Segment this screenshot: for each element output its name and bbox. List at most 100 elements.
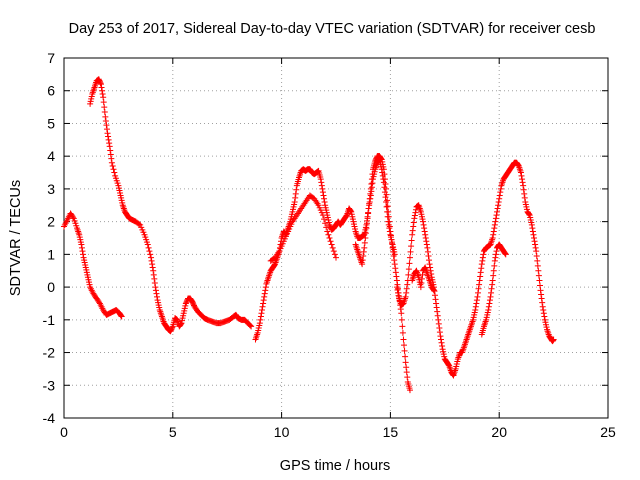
data-point xyxy=(397,306,404,313)
data-point xyxy=(260,297,267,304)
data-point xyxy=(436,325,443,331)
data-point xyxy=(359,257,366,264)
data-point xyxy=(403,285,410,292)
data-point xyxy=(476,277,483,284)
data-point xyxy=(406,260,413,267)
data-point xyxy=(421,225,428,232)
data-point xyxy=(394,286,401,293)
x-tick-label: 25 xyxy=(600,424,616,440)
data-point xyxy=(437,336,444,343)
data-point xyxy=(153,290,160,297)
data-point xyxy=(107,151,114,158)
series-seg7 xyxy=(409,264,437,294)
data-point xyxy=(439,343,446,349)
data-point xyxy=(147,251,154,258)
series-seg1 xyxy=(61,210,125,320)
data-point xyxy=(151,275,158,282)
data-point xyxy=(411,212,418,219)
y-tick-label: -2 xyxy=(43,345,56,361)
data-point xyxy=(490,228,497,235)
data-point xyxy=(97,81,104,88)
data-point xyxy=(488,285,495,292)
data-point xyxy=(102,118,109,124)
data-point xyxy=(430,287,437,294)
data-point xyxy=(320,192,327,199)
x-tick-label: 5 xyxy=(169,424,177,440)
data-point xyxy=(488,289,495,296)
data-point xyxy=(494,208,501,215)
y-tick-label: 7 xyxy=(47,50,55,66)
data-point xyxy=(367,192,374,199)
data-point xyxy=(402,293,409,300)
data-point xyxy=(425,253,432,259)
data-point xyxy=(136,221,143,228)
data-point xyxy=(257,316,264,323)
data-point xyxy=(529,228,536,235)
data-point xyxy=(319,189,326,196)
data-point xyxy=(435,316,442,323)
data-point xyxy=(408,237,415,244)
data-point xyxy=(379,169,386,176)
data-point xyxy=(485,307,492,313)
data-point xyxy=(406,254,413,261)
data-point xyxy=(319,212,326,219)
data-point xyxy=(489,277,496,284)
data-point xyxy=(105,136,112,143)
data-point xyxy=(326,235,333,241)
data-point xyxy=(110,166,117,173)
data-point xyxy=(347,208,354,214)
series-seg8 xyxy=(478,241,509,338)
x-tick-label: 15 xyxy=(383,424,399,440)
data-point xyxy=(318,182,325,189)
data-point xyxy=(366,199,373,205)
data-point xyxy=(103,122,110,129)
data-point xyxy=(432,292,439,299)
data-point xyxy=(381,189,388,196)
data-point xyxy=(473,300,480,307)
plot-frame xyxy=(63,57,609,419)
data-point xyxy=(359,261,366,268)
data-point xyxy=(362,230,369,237)
data-point xyxy=(319,185,326,192)
x-tick-label: 0 xyxy=(60,424,68,440)
data-point xyxy=(403,289,410,296)
data-point xyxy=(365,205,372,212)
data-point xyxy=(148,254,155,261)
data-point xyxy=(477,273,484,280)
data-point xyxy=(292,194,299,201)
data-point xyxy=(321,216,328,223)
data-point xyxy=(489,281,496,288)
data-point xyxy=(329,244,336,251)
series-seg5 xyxy=(352,156,398,268)
data-point xyxy=(261,293,268,300)
data-point xyxy=(537,287,544,294)
data-point xyxy=(418,275,425,282)
data-point xyxy=(533,253,540,259)
data-point xyxy=(437,333,444,340)
data-point xyxy=(80,251,87,258)
data-point xyxy=(78,244,85,251)
data-point xyxy=(106,140,113,147)
data-point xyxy=(386,225,393,232)
data-point xyxy=(380,179,387,186)
data-point xyxy=(360,248,367,255)
data-point xyxy=(365,210,372,217)
data-point xyxy=(479,257,486,264)
data-point xyxy=(480,251,487,258)
data-point xyxy=(472,303,479,310)
data-point xyxy=(402,353,409,360)
data-point xyxy=(423,241,430,248)
data-point xyxy=(386,228,393,235)
data-point xyxy=(403,364,410,371)
data-point xyxy=(393,273,400,280)
data-point xyxy=(419,271,426,278)
chart-title: Day 253 of 2017, Sidereal Day-to-day VTE… xyxy=(69,21,596,37)
data-point xyxy=(405,266,412,273)
data-point xyxy=(104,130,111,137)
data-point xyxy=(98,84,105,91)
data-point xyxy=(478,261,485,268)
y-tick-label: 0 xyxy=(47,279,55,295)
data-point xyxy=(108,159,115,166)
data-point xyxy=(474,289,481,296)
